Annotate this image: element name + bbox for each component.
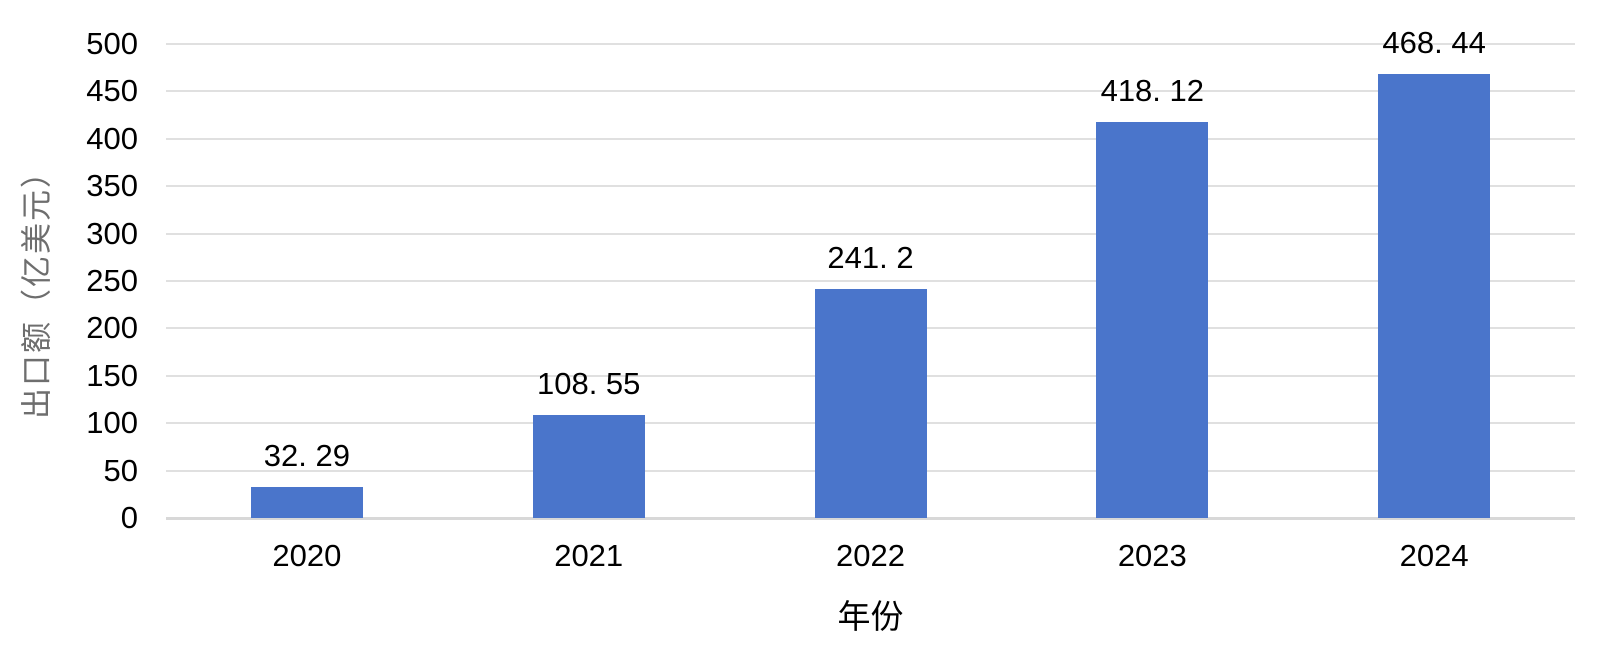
y-tick-label: 0 bbox=[120, 500, 138, 535]
bar-value-label: 418. 12 bbox=[1100, 72, 1205, 108]
x-tick-label: 2021 bbox=[554, 538, 624, 573]
gridline bbox=[166, 137, 1575, 140]
gridline bbox=[166, 185, 1575, 188]
bar-value-label: 468. 44 bbox=[1382, 24, 1486, 60]
x-axis-title: 年份 bbox=[837, 598, 904, 635]
y-tick-label: 450 bbox=[86, 73, 138, 109]
bar-value-label: 108. 55 bbox=[536, 366, 641, 402]
gridline bbox=[166, 43, 1575, 45]
y-tick-label: 300 bbox=[86, 215, 138, 251]
bar-2020 bbox=[250, 487, 363, 518]
bar-2022 bbox=[814, 289, 927, 518]
bar-2024 bbox=[1378, 73, 1491, 518]
bar-2023 bbox=[1096, 121, 1209, 518]
y-tick-label: 100 bbox=[86, 405, 138, 441]
x-axis-line bbox=[166, 517, 1575, 520]
bar-value-label: 32. 29 bbox=[263, 438, 350, 474]
gridline bbox=[166, 280, 1575, 282]
y-tick-label: 150 bbox=[86, 357, 138, 393]
y-tick-label: 250 bbox=[86, 263, 138, 298]
y-tick-label: 500 bbox=[86, 26, 138, 61]
gridline bbox=[166, 90, 1575, 93]
y-tick-label: 350 bbox=[86, 168, 138, 204]
x-tick-label: 2023 bbox=[1117, 538, 1187, 573]
x-tick-label: 2020 bbox=[272, 538, 342, 573]
x-tick-label: 2022 bbox=[836, 538, 905, 573]
x-tick-label: 2024 bbox=[1399, 538, 1469, 573]
y-tick-label: 200 bbox=[86, 310, 138, 346]
bar-value-label: 241. 2 bbox=[827, 240, 914, 276]
bar-2021 bbox=[532, 415, 645, 518]
y-tick-label: 50 bbox=[103, 452, 138, 488]
y-tick-label: 400 bbox=[86, 120, 138, 156]
gridline bbox=[166, 232, 1575, 235]
